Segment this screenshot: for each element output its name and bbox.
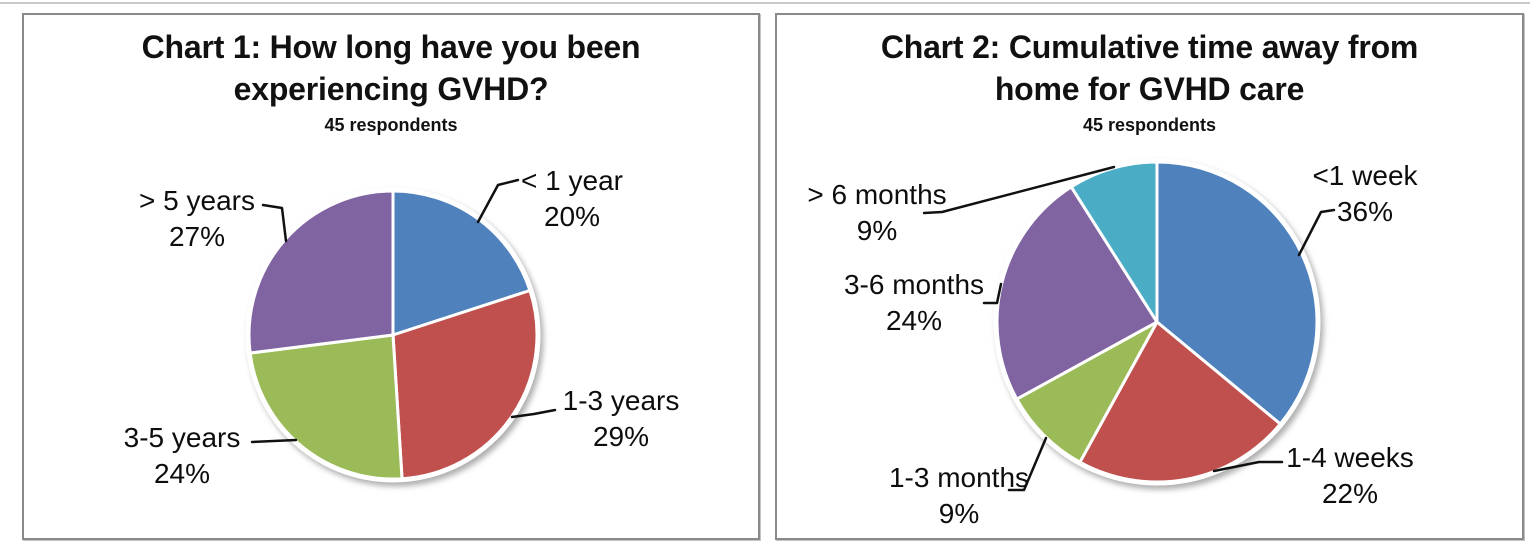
slice-percent: 9% bbox=[938, 498, 980, 530]
leader-line-3-6-months bbox=[982, 282, 1003, 305]
leader-line-1-3-years bbox=[510, 408, 557, 419]
chart1-title: Chart 1: How long have you been experien… bbox=[141, 29, 641, 107]
chart1-pie-svg bbox=[245, 178, 557, 483]
slice-label: 3-5 years bbox=[123, 422, 241, 453]
slice-label: 1-4 weeks bbox=[1286, 442, 1414, 473]
chart2-panel: Chart 2: Cumulative time away from home … bbox=[775, 13, 1524, 540]
chart2-pie-svg bbox=[922, 158, 1336, 492]
pie-slice-3-5-years bbox=[248, 333, 404, 481]
leader-line-gt-6-months bbox=[922, 165, 1116, 215]
label-callout-1-3-years: 1-3 years 29% bbox=[546, 383, 696, 456]
label-callout-1-4-weeks: 1-4 weeks 22% bbox=[1275, 440, 1425, 513]
label-callout-gt-5-years: > 5 years 27% bbox=[122, 183, 272, 256]
leader-line-lt-1-week bbox=[1297, 208, 1336, 257]
slice-label: 1-3 years bbox=[562, 385, 680, 416]
label-callout-gt-6-months: > 6 months 9% bbox=[802, 177, 952, 250]
slice-label: > 5 years bbox=[139, 185, 255, 216]
leader-line-lt-1-year bbox=[476, 178, 520, 224]
chart2-subtitle: 45 respondents bbox=[1082, 115, 1217, 135]
chart1-panel: Chart 1: How long have you been experien… bbox=[22, 13, 760, 540]
label-callout-lt-1-year: < 1 year 20% bbox=[497, 163, 647, 236]
slice-label: > 6 months bbox=[807, 179, 947, 210]
chart1-subtitle: 45 respondents bbox=[324, 115, 458, 135]
page-top-rule bbox=[0, 2, 1530, 4]
slice-percent: 36% bbox=[1336, 196, 1394, 228]
slice-percent: 24% bbox=[153, 458, 211, 490]
slice-label: 1-3 months bbox=[888, 462, 1030, 493]
slice-percent: 22% bbox=[1321, 478, 1379, 510]
slice-label: 3-6 months bbox=[843, 269, 985, 300]
slice-percent: 24% bbox=[885, 305, 943, 337]
slice-percent: 27% bbox=[168, 221, 226, 253]
slice-percent: 29% bbox=[592, 421, 650, 453]
label-callout-3-5-years: 3-5 years 24% bbox=[107, 420, 257, 493]
slice-percent: 9% bbox=[856, 215, 898, 247]
label-callout-3-6-months: 3-6 months 24% bbox=[839, 267, 989, 340]
label-callout-lt-1-week: <1 week 36% bbox=[1290, 158, 1440, 231]
leader-line-1-3-months bbox=[1007, 436, 1048, 492]
pie-slice-3-6-months bbox=[995, 185, 1159, 401]
chart2-title: Chart 2: Cumulative time away from home … bbox=[880, 29, 1419, 107]
slice-percent: 20% bbox=[543, 201, 601, 233]
label-callout-1-3-months: 1-3 months 9% bbox=[884, 460, 1034, 533]
slice-label: < 1 year bbox=[521, 165, 623, 196]
leader-line-gt-5-years bbox=[261, 203, 288, 243]
pie-slice-1-3-months bbox=[1015, 320, 1159, 464]
leader-line-3-5-years bbox=[250, 438, 298, 444]
pie-slice-1-year bbox=[391, 189, 532, 337]
slice-label: <1 week bbox=[1312, 160, 1418, 191]
pie-slice-1-4-weeks bbox=[1078, 320, 1282, 484]
pie-slice-1-week bbox=[1155, 160, 1319, 426]
leader-line-1-4-weeks bbox=[1212, 460, 1284, 473]
